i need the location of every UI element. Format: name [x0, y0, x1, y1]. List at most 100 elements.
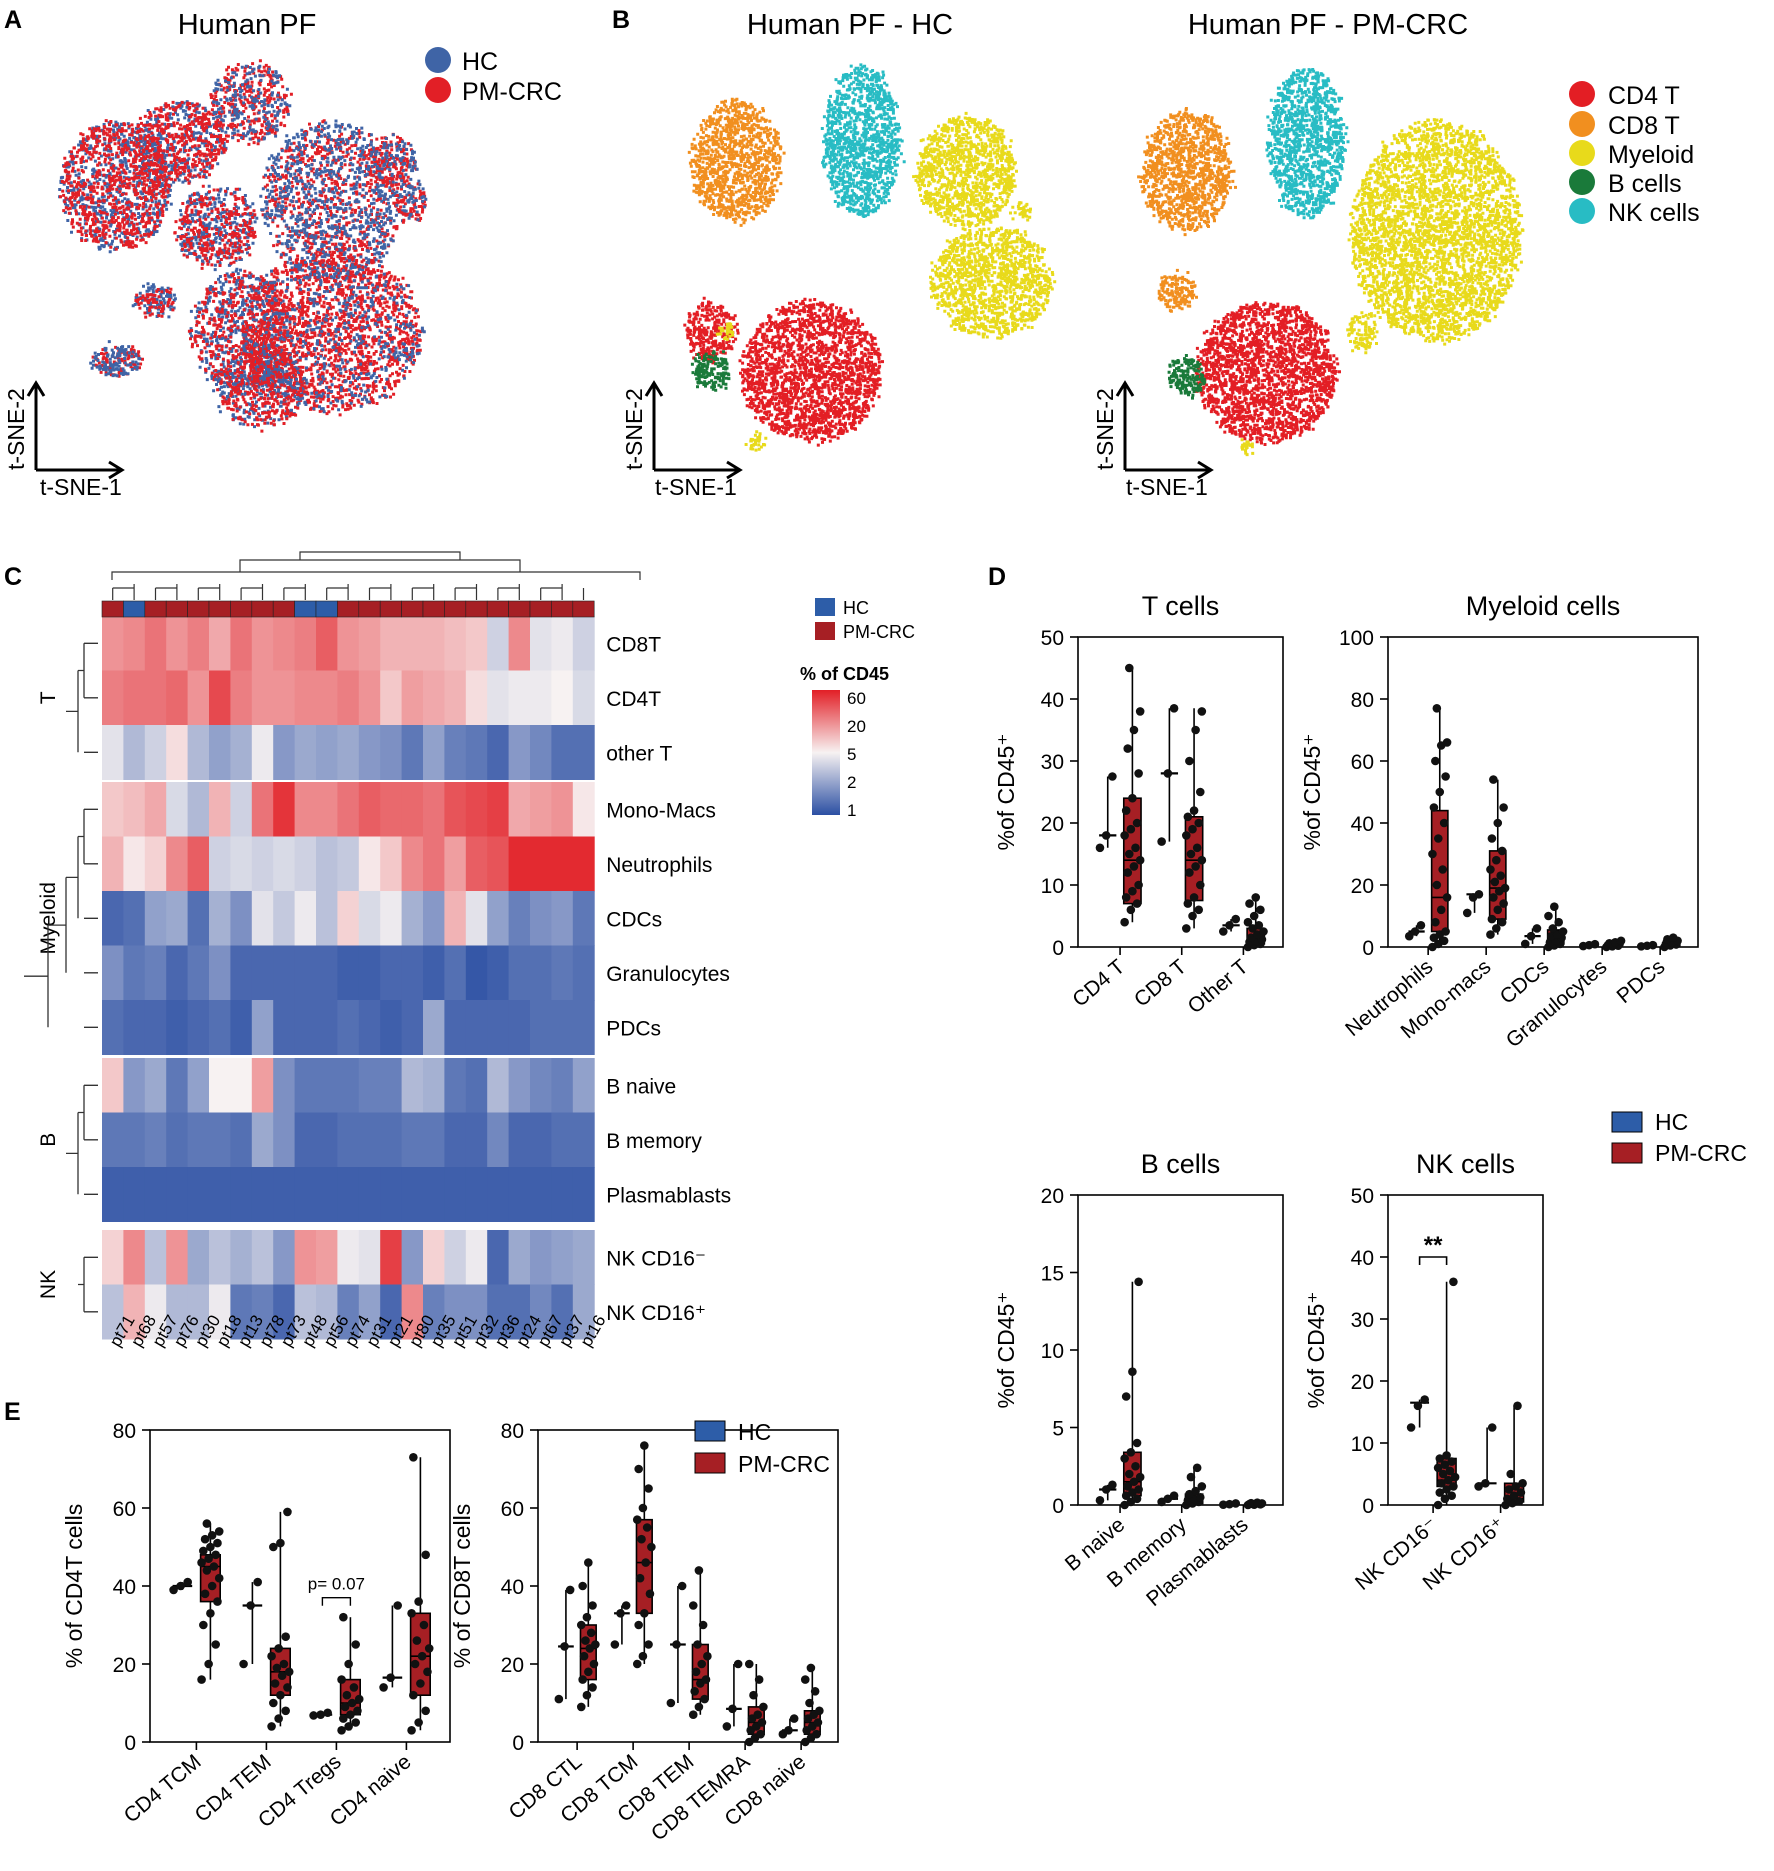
heatmap-group-cell: [379, 600, 402, 618]
d-nk-point: [1449, 1277, 1458, 1287]
d-t-point: [1132, 818, 1142, 828]
d-nk-point: [1440, 1460, 1450, 1469]
heatmap-row-label: Neutrophils: [606, 854, 712, 877]
e-cd4-point: [344, 1659, 353, 1669]
heatmap-cell: [337, 616, 360, 671]
heatmap-cell: [230, 891, 253, 946]
e-cd4-point: [340, 1702, 350, 1712]
heatmap-cell: [444, 1058, 467, 1113]
tsne-a-cluster-10-points: [134, 287, 175, 319]
d-t-point: [1120, 917, 1129, 927]
heatmap-cell: [572, 725, 595, 780]
e-cd4-point: [421, 1550, 430, 1560]
tsne-plot-b-hc: [683, 63, 1057, 452]
e-cd8-point: [634, 1464, 643, 1474]
heatmap-cell: [508, 945, 531, 1001]
e-cd4-point: [409, 1453, 418, 1462]
d-nk-ytick-label: 50: [1351, 1185, 1374, 1208]
heatmap-cell: [572, 1058, 595, 1113]
tregs-pvalue-label: p= 0.07: [308, 1575, 365, 1594]
e-cd4-point: [379, 1683, 388, 1692]
d-t-point: [1225, 921, 1234, 930]
heatmap-cell: [401, 1058, 424, 1113]
e-cd8-point: [690, 1687, 699, 1696]
heatmap-cell: [316, 616, 338, 671]
heatmap-cell: [487, 1284, 510, 1340]
heatmap-group-cell: [551, 600, 574, 618]
heatmap-group-cell: [358, 600, 381, 618]
d-myeloid-point: [1532, 924, 1542, 933]
heatmap-cell: [551, 782, 574, 837]
heatmap-cell: [508, 616, 531, 671]
heatmap-cell: [572, 782, 595, 837]
heatmap-cell: [230, 725, 253, 780]
d-b-point: [1129, 1477, 1139, 1487]
heatmap-group-cell: [572, 600, 595, 618]
heatmap-cell: [487, 891, 510, 946]
heatmap-cell: [465, 891, 488, 946]
heatmap-cell: [551, 891, 574, 946]
heatmap-row-label: CDCs: [606, 908, 662, 931]
d-nk-point: [1440, 1494, 1450, 1504]
e-cd8-point: [688, 1710, 698, 1719]
heatmap-cell: [508, 1284, 531, 1340]
heatmap-cell: [102, 782, 124, 837]
heatmap-cell: [166, 1167, 189, 1222]
heatmap-cell: [423, 1230, 445, 1285]
heatmap-cell: [294, 616, 317, 671]
d-t-point: [1131, 843, 1140, 853]
heatmap-cell: [294, 891, 317, 946]
d-myeloid-point: [1549, 902, 1559, 911]
e-cd4-ytick-label: 40: [113, 1576, 136, 1599]
d-t-point: [1194, 818, 1204, 828]
e-cd8-point: [578, 1675, 587, 1684]
heatmap-cell: [551, 1112, 574, 1168]
heatmap-cell: [465, 1230, 488, 1285]
legend-cd4t-marker: [1569, 81, 1595, 107]
e-cd4-point: [407, 1609, 416, 1618]
heatmap-cell: [380, 891, 403, 946]
heatmap-cell: [508, 891, 531, 946]
d-t-point: [1120, 831, 1129, 840]
e-cd8-point: [666, 1698, 676, 1708]
d-myeloid-point: [1497, 846, 1507, 856]
e-cd8-point: [616, 1609, 625, 1618]
d-nk-point: [1511, 1482, 1521, 1491]
legend-e-pmcrc-label: PM-CRC: [738, 1451, 830, 1477]
e-cd8-point: [560, 1642, 569, 1651]
d-nk-point: [1502, 1494, 1512, 1504]
axis-x-label-a: t-SNE-1: [40, 474, 122, 500]
heatmap-group-cell: [187, 600, 210, 618]
heatmap-cell: [230, 670, 253, 726]
heatmap-cell: [401, 1112, 424, 1168]
heatmap-row-label: B naive: [606, 1075, 676, 1098]
d-myeloid-ytick-label: 40: [1351, 813, 1374, 836]
d-myeloid-point: [1438, 865, 1447, 874]
tsne-b-hc-cluster-8-points: [744, 430, 768, 452]
e-cd4-point: [410, 1659, 420, 1669]
heatmap-cell: [123, 945, 146, 1001]
heatmap-cell: [144, 782, 167, 837]
heatmap-cell: [209, 1230, 231, 1285]
heatmap-cell: [380, 1058, 403, 1113]
d-b-ytick-label: 0: [1052, 1495, 1064, 1518]
heatmap-cell: [444, 725, 467, 780]
d-b-point: [1134, 1277, 1143, 1287]
heatmap-row-label: CD8T: [606, 633, 661, 656]
heatmap-cell: [251, 1230, 274, 1285]
e-cd4-point: [267, 1651, 276, 1661]
heatmap-cell: [187, 1058, 210, 1113]
e-cd4-point: [323, 1708, 332, 1718]
panel-a-axes: t-SNE-1 t-SNE-2: [3, 380, 125, 500]
d-myeloid-point: [1441, 772, 1450, 781]
e-cd8-point: [634, 1620, 643, 1630]
d-b-point: [1101, 1485, 1111, 1494]
panel-b-legend: CD4 T CD8 T Myeloid B cells NK cells: [1569, 81, 1700, 227]
heatmap-cell: [551, 1000, 574, 1055]
heatmap-cell: [316, 1112, 338, 1168]
d-myeloid-point: [1416, 921, 1426, 930]
d-t-point: [1124, 849, 1134, 859]
d-t-point: [1195, 880, 1205, 890]
heatmap-row-label: NK CD16⁻: [606, 1247, 706, 1270]
heatmap-cell: [337, 1230, 360, 1285]
